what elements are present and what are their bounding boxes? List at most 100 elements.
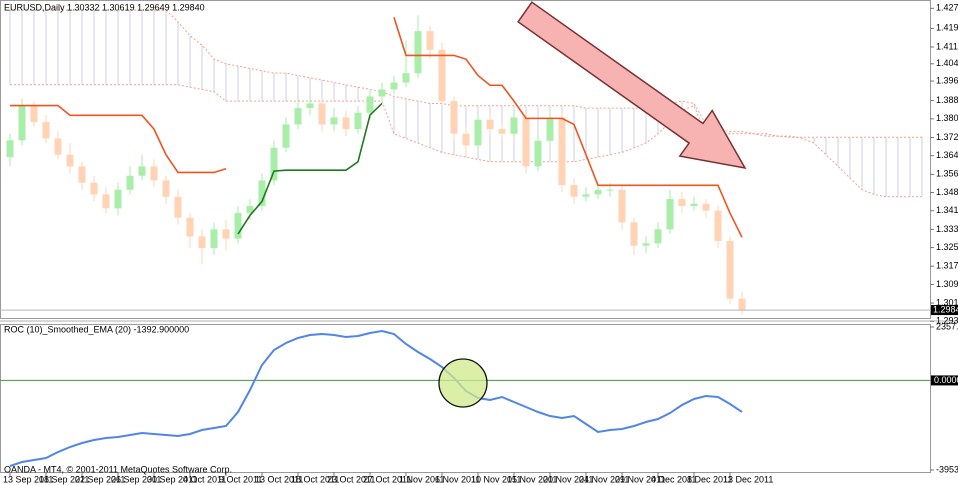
candle-body <box>114 189 122 209</box>
x-tick-label: 18 Oct 2011 <box>291 474 339 484</box>
x-tick-label: 13 Oct 2011 <box>255 474 303 484</box>
candle-body <box>642 243 650 246</box>
candle-body <box>90 182 98 195</box>
last-price-box <box>931 305 958 316</box>
y-tick-label: 1.30940 <box>936 279 958 289</box>
candle-body <box>330 117 338 125</box>
x-tick-label: 10 Nov 2011 <box>471 474 521 484</box>
y-tick-label: 1.40400 <box>936 58 958 68</box>
candle-body <box>498 129 506 134</box>
candle-body <box>354 112 362 130</box>
candle-body <box>474 119 482 146</box>
candle-body <box>666 199 674 230</box>
x-tick-label: 18 Sep 2011 <box>39 474 89 484</box>
candle-body <box>198 236 206 249</box>
candle-body <box>270 147 278 181</box>
x-tick-label: 1 Nov 2011 <box>399 474 444 484</box>
candle-body <box>138 166 146 176</box>
candle-body <box>378 89 386 97</box>
indicator-title: ROC (10)_Smoothed_EMA (20) -1392.900000 <box>4 324 189 334</box>
candle-body <box>450 101 458 134</box>
cross-highlight <box>438 358 488 408</box>
y-tick-label: 1.42780 <box>936 3 958 13</box>
x-tick-label: 27 Oct 2011 <box>363 474 411 484</box>
y-tick-label: 1.30140 <box>936 297 958 307</box>
y-tick-label: -3953.79 <box>936 464 958 474</box>
candle-body <box>726 241 734 299</box>
y-tick-label: 1.36460 <box>936 150 958 160</box>
y-tick-label: 1.35660 <box>936 169 958 179</box>
candle-body <box>294 108 302 125</box>
candle-body <box>102 194 110 209</box>
candle-body <box>486 119 494 130</box>
candle-body <box>318 103 326 125</box>
candle-body <box>402 73 410 83</box>
roc-line <box>9 329 743 467</box>
indicator-frame <box>0 324 931 473</box>
candle-body <box>366 96 374 113</box>
y-tick-label: 1.41120 <box>936 41 958 51</box>
candle-body <box>342 117 350 130</box>
y-tick-label: 1.38820 <box>936 95 958 105</box>
x-tick-label: 8 Dec 2011 <box>687 474 732 484</box>
candle-body <box>654 229 662 244</box>
y-tick-label: 1.38040 <box>936 113 958 123</box>
x-tick-label: 4 Dec 2011 <box>651 474 696 484</box>
candle-body <box>246 206 254 214</box>
price-frame <box>0 0 931 319</box>
candle-body <box>414 31 422 74</box>
x-tick-label: 15 Nov 2011 <box>507 474 557 484</box>
x-tick-label: 26 Sep 2011 <box>111 474 161 484</box>
price-title: EURUSD,Daily 1.30332 1.30619 1.29649 1.2… <box>4 2 205 12</box>
candle-body <box>510 117 518 134</box>
candle-body <box>42 122 50 139</box>
x-tick-label: 29 Nov 2011 <box>615 474 665 484</box>
candle-body <box>222 229 230 239</box>
x-tick-label: 4 Oct 2011 <box>183 474 226 484</box>
cloud-edge <box>10 9 922 198</box>
candle-body <box>678 199 686 207</box>
candle-body <box>702 203 710 211</box>
x-tick-label: 9 Oct 2011 <box>219 474 262 484</box>
candle-body <box>618 189 626 223</box>
x-tick-label: 23 Oct 2011 <box>327 474 375 484</box>
candle-body <box>234 213 242 239</box>
candle-body <box>522 117 530 167</box>
y-tick-label: 1.34880 <box>936 187 958 197</box>
candle-body <box>54 138 62 155</box>
candle-body <box>438 49 446 102</box>
last-price-label: 1.29840 <box>933 304 958 314</box>
candle-body <box>210 229 218 249</box>
x-tick-label: 13 Sep 2011 <box>3 474 53 484</box>
y-tick-label: 1.29360 <box>936 316 958 326</box>
y-tick-label: 1.41920 <box>936 23 958 33</box>
candle-body <box>258 180 266 207</box>
y-tick-label: 1.31720 <box>936 261 958 271</box>
y-tick-label: 1.37240 <box>936 132 958 142</box>
candle-body <box>306 103 314 109</box>
candle-body <box>462 133 470 146</box>
candle-body <box>546 117 554 141</box>
x-tick-label: 30 Sep 2011 <box>147 474 197 484</box>
candle-body <box>6 140 14 158</box>
price-layer: 1.42780 1.41920 1.41120 1.40400 1.39660 1.388… <box>0 3 958 326</box>
candle-body <box>558 117 566 186</box>
candle-body <box>570 185 578 197</box>
y-tick-label: 1.33300 <box>936 224 958 234</box>
candle-body <box>426 31 434 50</box>
x-tick-label: 20 Nov 2011 <box>543 474 593 484</box>
x-tick-label: 6 Nov 2011 <box>435 474 480 484</box>
x-tick-label: 13 Dec 2011 <box>723 474 773 484</box>
candle-body <box>174 196 182 218</box>
x-tick-label: 22 Sep 2011 <box>75 474 125 484</box>
candle-body <box>738 298 746 311</box>
footer: OANDA - MT4, © 2001-2011 MetaQuotes Soft… <box>4 464 232 474</box>
candle-body <box>390 82 398 90</box>
candle-body <box>18 105 26 141</box>
candle-body <box>162 180 170 197</box>
y-tick-label: 2357.89 <box>936 321 958 331</box>
